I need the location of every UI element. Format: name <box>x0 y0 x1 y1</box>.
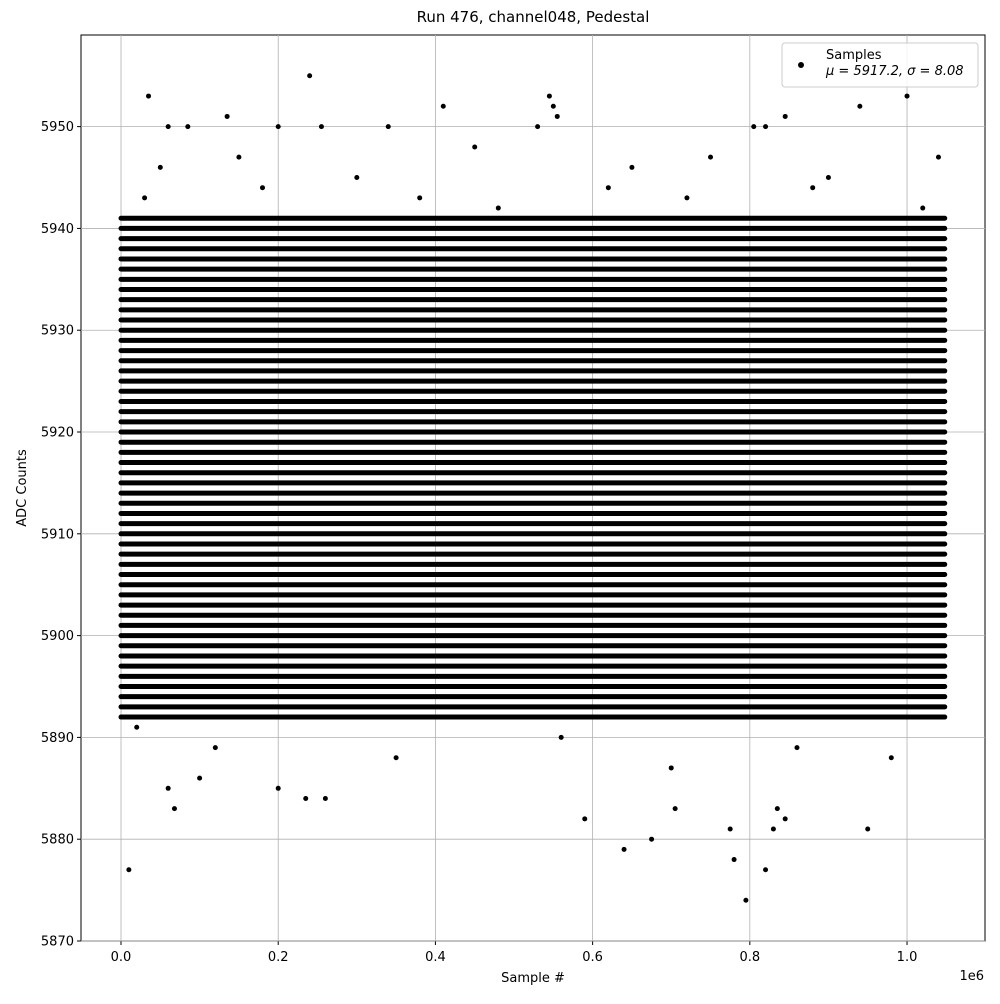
sample-point <box>825 175 831 181</box>
y-tick-label: 5870 <box>41 935 74 950</box>
legend-marker <box>798 62 804 68</box>
sample-point <box>165 785 171 791</box>
sample-point <box>684 195 690 201</box>
sample-point <box>275 124 281 130</box>
sample-point <box>307 73 313 79</box>
sample-point <box>259 185 265 191</box>
y-axis-label: ADC Counts <box>15 449 30 527</box>
sample-point <box>126 867 132 873</box>
sample-point <box>763 124 769 130</box>
y-tick-label: 5910 <box>41 527 74 542</box>
sample-point <box>888 755 894 761</box>
y-tick-label: 5900 <box>41 629 74 644</box>
x-tick-label: 0.0 <box>111 950 132 965</box>
sample-point <box>763 867 769 873</box>
sample-point <box>782 113 788 119</box>
sample-point <box>935 154 941 160</box>
sample-point <box>865 826 871 832</box>
y-tick-label: 5940 <box>41 222 74 237</box>
legend-text: μ = 5917.2, σ = 8.08 <box>825 64 964 79</box>
sample-point <box>770 826 776 832</box>
y-tick-label: 5930 <box>41 324 74 339</box>
chart-title: Run 476, channel048, Pedestal <box>417 8 650 26</box>
x-tick-label: 0.2 <box>268 950 289 965</box>
sample-point <box>857 103 863 109</box>
sample-point <box>495 205 501 211</box>
x-tick-label: 1.0 <box>897 950 918 965</box>
sample-point <box>535 124 541 130</box>
sample-point <box>393 755 399 761</box>
sample-point <box>672 806 678 812</box>
sample-point <box>134 724 140 730</box>
legend-title: Samples <box>826 48 882 63</box>
sample-point <box>810 185 816 191</box>
sample-point <box>558 734 564 740</box>
sample-point <box>197 775 203 781</box>
y-tick-label: 5890 <box>41 731 74 746</box>
sample-point <box>751 124 757 130</box>
x-offset-label: 1e6 <box>959 969 984 984</box>
sample-point <box>904 93 910 99</box>
sample-point <box>354 175 360 181</box>
legend-box <box>781 42 979 88</box>
y-tick-label: 5880 <box>41 833 74 848</box>
x-tick-label: 0.6 <box>582 950 603 965</box>
sample-point <box>920 205 926 211</box>
sample-point <box>582 816 588 822</box>
sample-point <box>165 124 171 130</box>
sample-point <box>318 124 324 130</box>
sample-point <box>440 103 446 109</box>
x-axis-label: Sample # <box>501 971 565 986</box>
y-tick-label: 5950 <box>41 120 74 135</box>
sample-point <box>236 154 242 160</box>
sample-point <box>303 795 309 801</box>
sample-point <box>212 745 218 751</box>
sample-point <box>708 154 714 160</box>
sample-point <box>275 785 281 791</box>
sample-point <box>794 745 800 751</box>
sample-point <box>171 806 177 812</box>
sample-point <box>546 93 552 99</box>
sample-point <box>782 816 788 822</box>
sample-point <box>743 897 749 903</box>
sample-point <box>322 795 328 801</box>
sample-point <box>731 857 737 863</box>
grid: 0.0 0.2 0.4 0.6 0.8 1.0 5870 5880 5890 5900 5910 59… <box>41 35 985 965</box>
sample-point <box>185 124 191 130</box>
sample-point <box>417 195 423 201</box>
plot-frame <box>80 34 986 942</box>
legend: Samples μ = 5917.2, σ = 8.08 <box>781 42 979 88</box>
sample-point <box>224 113 230 119</box>
sample-point <box>157 164 163 170</box>
sample-point <box>472 144 478 150</box>
sample-point <box>142 195 148 201</box>
sample-point <box>727 826 733 832</box>
sample-point <box>605 185 611 191</box>
sample-point <box>554 113 560 119</box>
sample-point <box>621 846 627 852</box>
x-tick-label: 0.4 <box>425 950 446 965</box>
sample-point <box>774 806 780 812</box>
sample-point <box>146 93 152 99</box>
sample-point <box>649 836 655 842</box>
sample-point <box>550 103 556 109</box>
sample-point <box>668 765 674 771</box>
sample-point <box>629 164 635 170</box>
marks <box>118 73 948 903</box>
x-tick-label: 0.8 <box>739 950 760 965</box>
sample-point <box>385 124 391 130</box>
y-tick-label: 5920 <box>41 426 74 441</box>
